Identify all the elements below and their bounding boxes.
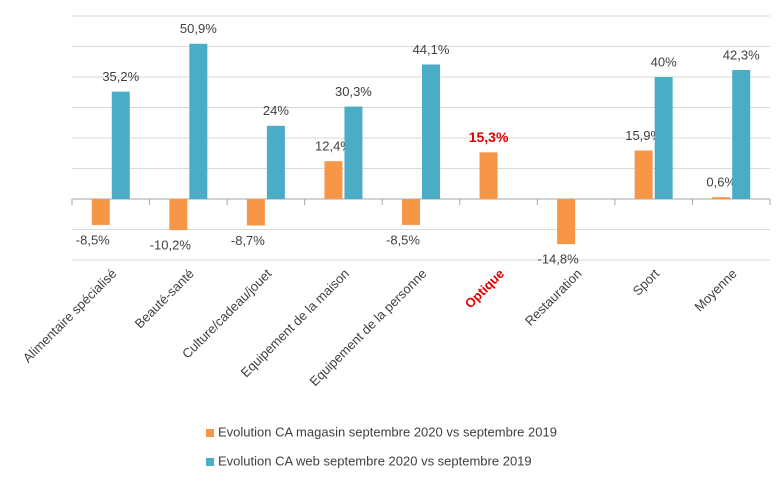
bar [91, 199, 110, 225]
value-label: 44,1% [413, 42, 450, 57]
bar [654, 77, 673, 199]
value-label: 42,3% [723, 47, 760, 62]
bar [266, 125, 285, 199]
x-tick-label: Beauté-santé [132, 266, 197, 331]
bar [479, 152, 498, 199]
bar [324, 161, 343, 199]
bar [402, 199, 420, 225]
value-label: -8,7% [231, 233, 265, 248]
bar [422, 64, 440, 200]
value-label: 15,9% [625, 128, 662, 143]
bar [246, 199, 265, 226]
value-label: 0,6% [706, 175, 736, 190]
value-label: 24% [263, 103, 289, 118]
value-label: -8,5% [386, 232, 420, 247]
value-label: -14,8% [538, 252, 580, 267]
value-label: 50,9% [180, 21, 217, 36]
bar [634, 150, 653, 199]
x-tick-label: Sport [630, 266, 663, 299]
value-label: -10,2% [150, 238, 192, 253]
legend-swatch [206, 429, 214, 437]
legend-swatch [206, 458, 214, 466]
legend-label: Evolution CA web septembre 2020 vs septe… [218, 453, 532, 468]
bar [732, 69, 751, 199]
value-label: 15,3% [469, 129, 509, 145]
legend-label: Evolution CA magasin septembre 2020 vs s… [218, 424, 557, 439]
bar [344, 106, 363, 199]
x-tick-label: Alimentaire spécialisé [20, 266, 120, 366]
value-label: 12,4% [315, 139, 352, 154]
value-label: -8,5% [76, 232, 110, 247]
x-tick-label: Restauration [522, 266, 585, 329]
bar [189, 43, 208, 199]
bar [111, 91, 130, 199]
bar [712, 197, 731, 199]
value-label: 40% [651, 54, 677, 69]
value-label: 30,3% [335, 84, 372, 99]
value-label: 35,2% [102, 69, 139, 84]
bar [169, 199, 188, 231]
x-tick-label: Moyenne [691, 266, 739, 314]
x-tick-label: Optique [462, 266, 507, 311]
bar [557, 199, 576, 245]
